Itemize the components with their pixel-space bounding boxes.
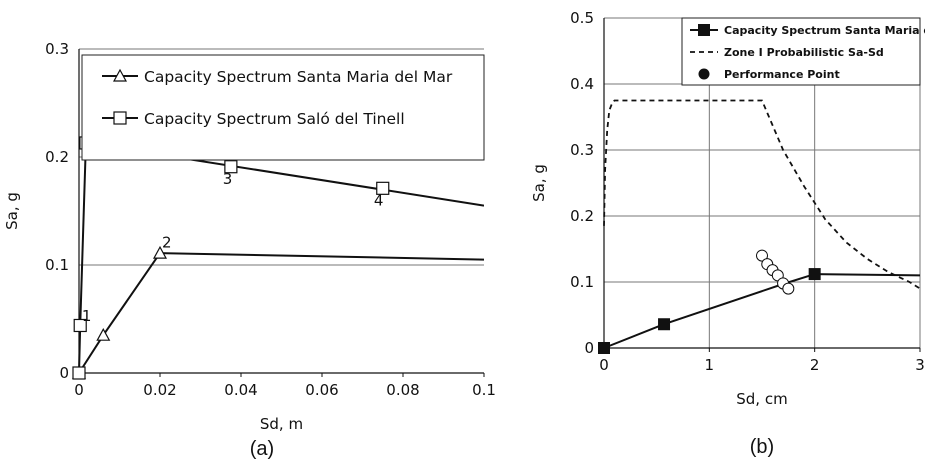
legend-box bbox=[681, 17, 921, 86]
caption: (a) bbox=[250, 438, 274, 460]
series-4-point bbox=[782, 282, 795, 295]
series-1-point bbox=[152, 245, 168, 259]
series-2-point bbox=[73, 318, 87, 333]
y-tick-label: 0.3 bbox=[570, 141, 594, 159]
plot-area bbox=[598, 99, 920, 354]
series-1-point bbox=[598, 342, 610, 354]
series-1-line bbox=[78, 252, 484, 374]
x-tick-label: 0.06 bbox=[305, 381, 338, 399]
series-2-point bbox=[376, 181, 390, 195]
legend-label: Zone I Probabilistic Sa-Sd bbox=[724, 46, 884, 59]
legend-label: Capacity Spectrum Santa Maria del Mar bbox=[724, 24, 925, 37]
x-tick-label: 2 bbox=[810, 356, 820, 374]
y-tick-label: 0.2 bbox=[45, 148, 69, 166]
legend-marker bbox=[698, 68, 710, 80]
series-2-line bbox=[78, 141, 484, 374]
x-tick-label: 0 bbox=[74, 381, 84, 399]
x-tick-label: 0.1 bbox=[472, 381, 496, 399]
y-tick-label: 0 bbox=[59, 364, 69, 382]
caption: (b) bbox=[750, 436, 774, 458]
legend-marker bbox=[113, 111, 127, 125]
legend-label: Capacity Spectrum Santa Maria del Mar bbox=[144, 68, 453, 86]
legend-label: Capacity Spectrum Saló del Tinell bbox=[144, 110, 405, 128]
x-tick-label: 0.04 bbox=[224, 381, 257, 399]
series-1-point bbox=[808, 268, 821, 281]
y-axis-label: Sa, g bbox=[530, 164, 548, 202]
legend-box bbox=[81, 54, 485, 161]
legend-marker bbox=[112, 68, 128, 82]
x-axis-label: Sd, m bbox=[260, 415, 303, 433]
x-tick-label: 1 bbox=[705, 356, 715, 374]
legend-marker bbox=[698, 24, 710, 36]
point-label: 2 bbox=[162, 234, 172, 252]
series-2-point bbox=[72, 366, 86, 380]
chart-a: 0 0.1 0.2 0.3 0 0.02 0.04 0.06 0.08 0.1 Sd, m Sa, g… bbox=[3, 40, 496, 460]
series-1-point bbox=[658, 318, 671, 331]
legend-label: Performance Point bbox=[724, 68, 840, 81]
point-label: 1 bbox=[82, 307, 92, 325]
x-tick-label: 3 bbox=[915, 356, 925, 374]
plot-area bbox=[71, 136, 484, 380]
y-tick-label: 0.1 bbox=[45, 256, 69, 274]
series-2-line bbox=[603, 99, 920, 290]
legend: Capacity Spectrum Santa Maria del Mar Cap… bbox=[81, 54, 485, 161]
y-axis-label: Sa, g bbox=[3, 192, 21, 230]
legend: Capacity Spectrum Santa Maria del Mar Zon… bbox=[681, 17, 925, 86]
y-tick-label: 0.1 bbox=[570, 273, 594, 291]
series-1-line bbox=[603, 273, 920, 349]
series-2-point bbox=[224, 160, 238, 174]
y-tick-label: 0.3 bbox=[45, 40, 69, 58]
x-axis-label: Sd, cm bbox=[736, 390, 787, 408]
y-tick-label: 0.2 bbox=[570, 207, 594, 225]
point-label: 4 bbox=[374, 192, 384, 210]
x-tick-label: 0 bbox=[599, 356, 609, 374]
series-1-point bbox=[96, 327, 111, 341]
y-tick-label: 0 bbox=[584, 339, 594, 357]
x-tick-label: 0.02 bbox=[143, 381, 176, 399]
point-label: 3 bbox=[223, 170, 233, 188]
x-tick-label: 0.08 bbox=[386, 381, 419, 399]
chart-b: 0 0.1 0.2 0.3 0.4 0.5 0 1 2 3 Sd, cm Sa, g Capacity … bbox=[530, 9, 925, 458]
y-tick-label: 0.4 bbox=[570, 75, 594, 93]
y-tick-label: 0.5 bbox=[570, 9, 594, 27]
series-4-point bbox=[756, 249, 768, 262]
